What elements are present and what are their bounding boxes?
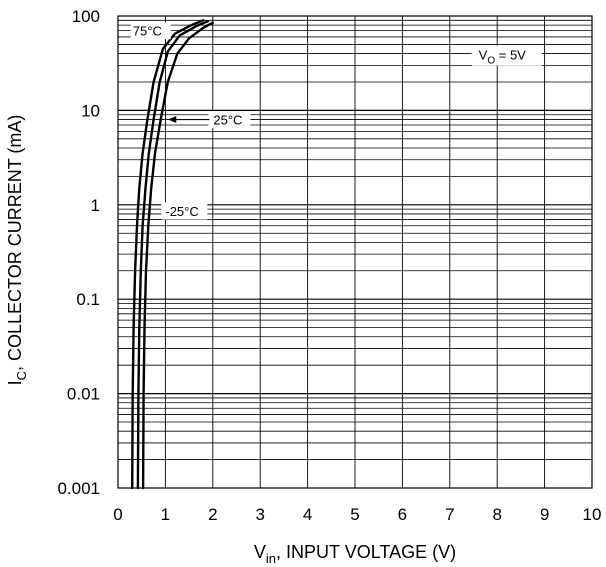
series-line: [136, 20, 210, 490]
y-tick-label: 0.001: [57, 479, 100, 498]
x-tick-label: 0: [113, 505, 122, 524]
x-tick-label: 5: [350, 505, 359, 524]
x-tick-label: 8: [492, 505, 501, 524]
x-tick-label: 3: [255, 505, 264, 524]
annotation-minus25c-background: [161, 202, 208, 220]
annotation-75c-label: 75°C: [133, 24, 162, 39]
annotation-25c-arrowhead: [168, 116, 177, 124]
annotation-25c-background: [208, 111, 251, 129]
series-line: [131, 19, 205, 490]
annotation-75c-background: [130, 22, 171, 40]
annotation-vo-sub: O: [487, 56, 495, 67]
x-axis-label: Vin, INPUT VOLTAGE (V): [254, 542, 456, 566]
annotations: 75°C 25°C -25°C VO = 5V: [130, 22, 542, 220]
y-tick-label: 0.1: [76, 290, 100, 309]
series-group: [131, 19, 214, 490]
x-tick-label: 2: [208, 505, 217, 524]
annotation-vo-background: [471, 45, 542, 66]
annotation-vo-main: V: [479, 48, 488, 63]
annotation-vo-rest: = 5V: [495, 48, 526, 63]
y-tick-label: 1: [91, 196, 100, 215]
x-tick-label: 9: [540, 505, 549, 524]
y-tick-label: 10: [81, 101, 100, 120]
annotation-vo-label: VO = 5V: [479, 48, 526, 67]
annotation-minus25c-label: -25°C: [165, 204, 198, 219]
series-line: [141, 21, 214, 490]
x-tick-label: 1: [161, 505, 170, 524]
y-tick-labels: 100 10 1 0.1 0.01 0.001: [57, 7, 100, 498]
y-tick-label: 100: [72, 7, 100, 26]
x-tick-label: 4: [303, 505, 312, 524]
x-tick-label: 6: [398, 505, 407, 524]
x-tick-label: 7: [445, 505, 454, 524]
x-tick-label: 10: [583, 505, 602, 524]
annotation-25c-label: 25°C: [213, 113, 242, 128]
y-axis-label: IC, COLLECTOR CURRENT (mA): [5, 115, 29, 386]
x-tick-labels: 0 1 2 3 4 5 6 7 8 9 10: [113, 505, 601, 524]
plot-frame: [117, 15, 593, 489]
grid: [118, 16, 592, 488]
y-tick-label: 0.01: [67, 385, 100, 404]
